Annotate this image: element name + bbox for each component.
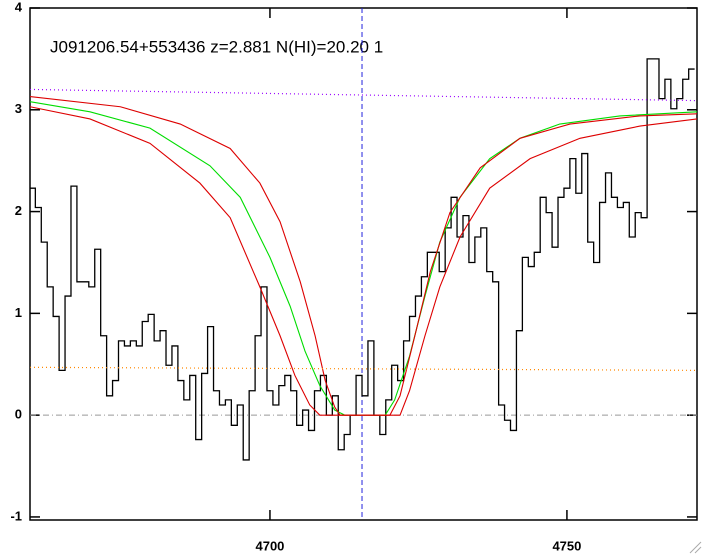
model-curve — [30, 106, 697, 416]
y-tick-label: -1 — [10, 508, 22, 523]
y-tick-label: 1 — [15, 305, 22, 320]
plot-frame — [29, 7, 698, 521]
dotted-line — [30, 366, 697, 371]
resize-grip — [689, 541, 702, 554]
y-tick-label: 2 — [15, 203, 22, 218]
chart-title: J091206.54+553436 z=2.881 N(HI)=20.20 1 — [50, 37, 383, 56]
y-tick-label: 4 — [15, 0, 23, 14]
y-tick-label: 0 — [15, 407, 22, 422]
flux-step — [30, 58, 695, 461]
x-tick-label: 4750 — [552, 538, 581, 553]
x-tick-label: 4700 — [255, 538, 284, 553]
y-tick-label: 3 — [15, 101, 22, 116]
dotted-line — [30, 88, 697, 102]
